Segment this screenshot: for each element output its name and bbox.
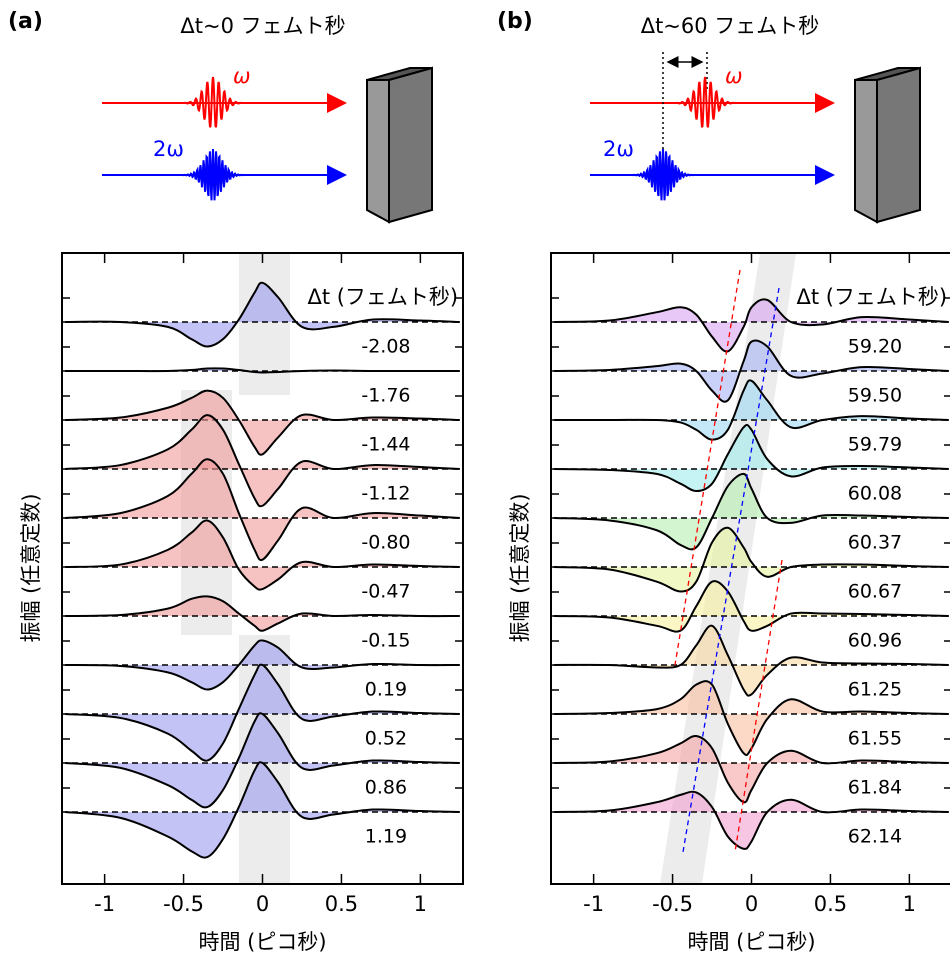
trace-line [554, 790, 949, 850]
trace-label: -1.12 [361, 483, 410, 505]
trace-label: 0.86 [365, 777, 407, 799]
trace-label: 62.14 [848, 826, 902, 848]
x-axis-label: 時間 (ピコ秒) [198, 930, 326, 954]
x-tick-label: -1 [94, 892, 115, 916]
y-axis-label: 振幅 (任意定数) [19, 493, 43, 642]
trace-label: -2.08 [361, 336, 410, 358]
area-fill [554, 681, 949, 756]
trace-label: 61.25 [848, 679, 902, 701]
trace-line [65, 761, 460, 859]
area-fill [554, 340, 949, 402]
trace-label: -0.15 [361, 630, 410, 652]
trace-label: -0.80 [361, 532, 410, 554]
pulse [623, 148, 703, 201]
area-fill [554, 380, 949, 440]
x-tick-label: 0 [256, 892, 269, 916]
plot-1: 59.20 59.50 59.79 60.08 60.37 60.67 60.96 61.25… [551, 297, 950, 850]
plot-0: -2.08 -1.76 -1.44 -1.12 -0.80 -0.47 -0.15 0.19 0… [62, 281, 463, 859]
trace-label: 60.08 [848, 483, 902, 505]
x-tick-label: 0.5 [325, 892, 358, 916]
x-tick-label: 1 [414, 892, 427, 916]
trace-line [65, 639, 460, 691]
x-tick-label: -1 [583, 892, 604, 916]
trace-label: 59.20 [848, 336, 902, 358]
trace-label: 61.84 [848, 777, 902, 799]
trace-label: 59.79 [848, 434, 902, 456]
trace-label: 59.50 [848, 385, 902, 407]
area-fill [65, 415, 460, 507]
omega-label: ω [233, 64, 251, 88]
trace-line [554, 379, 949, 441]
x-tick-label: 0.5 [814, 892, 847, 916]
trace-line [554, 423, 949, 493]
panel-title: Δt~60 フェムト秒 [641, 14, 820, 38]
y-axis-label: 振幅 (任意定数) [508, 493, 532, 642]
trace-line [65, 414, 460, 508]
sample-block [854, 66, 921, 224]
two-omega-label: 2ω [153, 137, 184, 161]
trace-line [554, 624, 949, 697]
trace-line [554, 298, 949, 353]
x-tick-label: -0.5 [652, 892, 693, 916]
two-omega-label: 2ω [603, 137, 634, 161]
pulse [665, 76, 745, 128]
trace-line [65, 663, 460, 762]
trace-line [554, 339, 949, 403]
trace-label: 0.52 [365, 728, 407, 750]
area-fill [65, 713, 460, 808]
panel-label: (a) [8, 9, 43, 34]
trace-label: 1.19 [365, 826, 407, 848]
panel-title: Δt~0 フェムト秒 [180, 14, 345, 38]
legend-title: Δt (フェムト秒) [796, 285, 947, 309]
trace-label: 60.67 [848, 581, 902, 603]
trace-line [65, 367, 460, 374]
trace-line [554, 580, 949, 633]
trace-line [65, 519, 460, 591]
area-fill [65, 520, 460, 590]
area-fill [554, 527, 949, 592]
area-fill [554, 735, 949, 803]
pulse [173, 148, 253, 201]
area-fill [554, 791, 949, 849]
trace-label: 61.55 [848, 728, 902, 750]
shade-band [239, 253, 290, 395]
x-axis-label: 時間 (ピコ秒) [687, 930, 815, 954]
trace-line [554, 526, 949, 593]
plot-frame [61, 252, 464, 885]
area-fill [65, 459, 460, 561]
area-fill [65, 282, 460, 347]
omega-label: ω [725, 64, 743, 88]
area-fill [554, 424, 949, 492]
plot-frame [550, 252, 950, 885]
trace-label: 60.96 [848, 630, 902, 652]
trace-line [65, 712, 460, 809]
area-fill [554, 473, 949, 550]
trace-label: 0.19 [365, 679, 407, 701]
x-tick-label: 1 [903, 892, 916, 916]
guide-line [734, 559, 783, 853]
panel-label: (b) [497, 9, 533, 34]
trace-line [65, 389, 460, 456]
area-fill [65, 664, 460, 761]
trace-line [65, 595, 460, 632]
trace-label: -1.44 [361, 434, 410, 456]
trace-line [554, 680, 949, 756]
trace-line [554, 472, 949, 551]
trace-label: -0.47 [361, 581, 410, 603]
area-fill [554, 625, 949, 696]
sample-block [366, 66, 433, 224]
legend-title: Δt (フェムト秒) [307, 285, 458, 309]
trace-label: 60.37 [848, 532, 902, 554]
pulse [173, 76, 253, 128]
area-fill [65, 390, 460, 455]
trace-label: -1.76 [361, 385, 410, 407]
area-fill [554, 299, 949, 352]
x-tick-label: -0.5 [163, 892, 204, 916]
area-fill [554, 581, 949, 632]
x-tick-label: 0 [745, 892, 758, 916]
guide-line [674, 269, 741, 666]
trace-line [65, 281, 460, 348]
trace-line [65, 458, 460, 562]
